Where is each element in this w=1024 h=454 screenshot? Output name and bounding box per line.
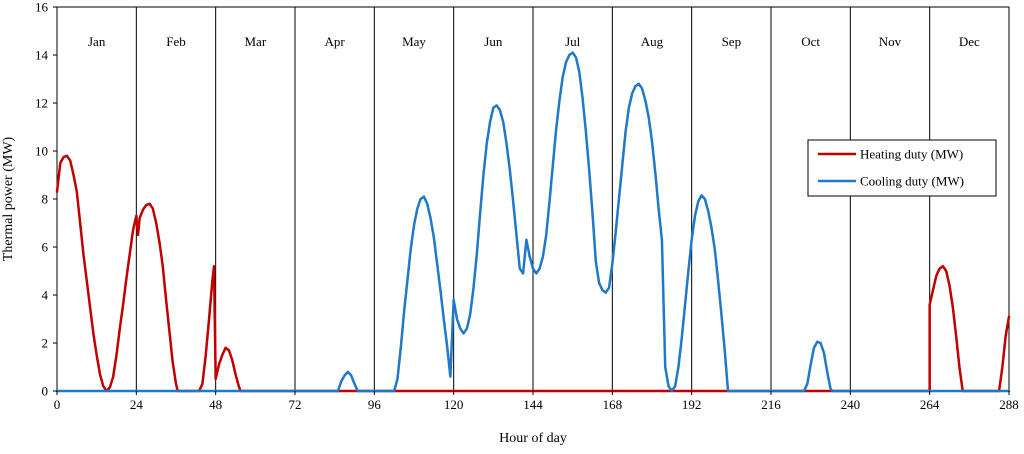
- y-tick-label: 8: [42, 192, 49, 207]
- y-axis: 0 2 4 6 8 10 12 14 16: [35, 0, 57, 399]
- month-divider-lines: [135, 7, 931, 391]
- month-labels: Jan Feb Mar Apr May Jun Jul Aug Sep Oct Nov Dec: [88, 34, 980, 49]
- x-tick-label: 120: [444, 397, 464, 412]
- month-label-nov: Nov: [879, 34, 902, 49]
- x-tick-label: 216: [761, 397, 781, 412]
- legend: Heating duty (MW) Cooling duty (MW): [807, 139, 997, 197]
- legend-label-heating: Heating duty (MW): [860, 147, 963, 162]
- x-tick-label: 264: [920, 397, 940, 412]
- y-tick-label: 10: [35, 144, 48, 159]
- legend-box: [807, 139, 997, 197]
- y-tick-label: 14: [35, 48, 49, 63]
- month-label-mar: Mar: [244, 34, 266, 49]
- y-tick-label: 0: [42, 384, 49, 399]
- month-label-aug: Aug: [641, 34, 664, 49]
- x-tick-label: 240: [841, 397, 861, 412]
- x-tick-label: 96: [368, 397, 382, 412]
- heating-duty-line: [55, 154, 1011, 393]
- month-label-oct: Oct: [801, 34, 820, 49]
- month-label-jun: Jun: [484, 34, 503, 49]
- month-label-may: May: [402, 34, 426, 49]
- y-tick-label: 6: [42, 240, 49, 255]
- cooling-duty-line: [55, 51, 1011, 393]
- x-tick-label: 24: [130, 397, 144, 412]
- y-tick-label: 2: [42, 336, 49, 351]
- x-axis: 0 24 48 72 96 120 144 168 192 216 240 264 288: [54, 391, 1019, 412]
- series-lines: [55, 51, 1011, 393]
- month-label-sep: Sep: [722, 34, 742, 49]
- x-tick-label: 0: [54, 397, 61, 412]
- x-tick-label: 72: [289, 397, 302, 412]
- x-tick-label: 288: [999, 397, 1019, 412]
- y-tick-label: 4: [42, 288, 49, 303]
- x-tick-label: 192: [682, 397, 702, 412]
- x-tick-label: 48: [209, 397, 222, 412]
- y-tick-label: 12: [35, 96, 48, 111]
- month-label-dec: Dec: [959, 34, 980, 49]
- month-label-jul: Jul: [565, 34, 581, 49]
- y-axis-title: Thermal power (MW): [1, 136, 16, 261]
- month-label-feb: Feb: [166, 34, 186, 49]
- x-tick-label: 168: [603, 397, 623, 412]
- month-label-apr: Apr: [325, 34, 346, 49]
- x-tick-label: 144: [523, 397, 543, 412]
- legend-label-cooling: Cooling duty (MW): [860, 174, 964, 189]
- month-label-jan: Jan: [88, 34, 106, 49]
- y-tick-label: 16: [35, 0, 49, 15]
- x-axis-title: Hour of day: [499, 431, 567, 446]
